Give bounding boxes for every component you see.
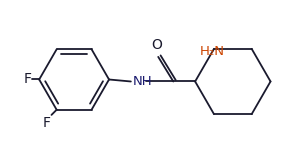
- Text: NH: NH: [132, 75, 152, 88]
- Text: F: F: [23, 73, 31, 86]
- Text: O: O: [151, 38, 162, 52]
- Text: F: F: [43, 116, 51, 130]
- Text: H₂N: H₂N: [200, 45, 225, 58]
